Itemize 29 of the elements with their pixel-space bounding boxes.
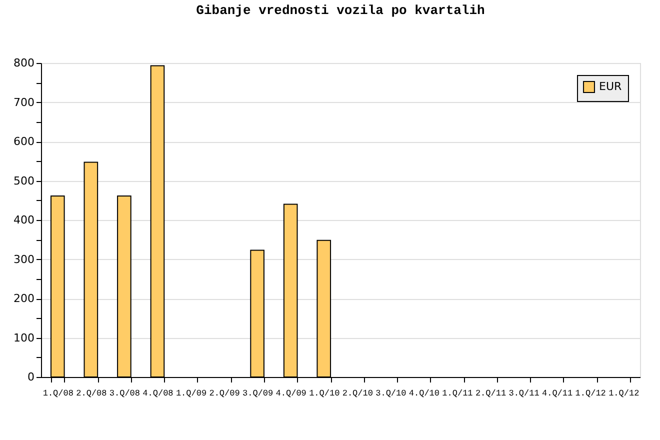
x-tick-label: 1.Q/12 <box>575 388 606 398</box>
x-tick-label: 1.Q/09 <box>176 388 207 398</box>
x-tick-label: 1.Q/12 <box>608 388 640 398</box>
y-tick-label: 600 <box>14 135 34 148</box>
y-tick-label: 800 <box>14 56 34 70</box>
y-tick-label: 700 <box>14 96 34 109</box>
x-tick-label: 4.Q/10 <box>408 388 440 398</box>
x-tick-label: 1.Q/11 <box>442 388 473 398</box>
x-tick-label: 2.Q/11 <box>475 388 506 398</box>
chart-title: Gibanje vrednosti vozila po kvartalih <box>196 3 486 18</box>
y-tick-label: 300 <box>14 252 34 266</box>
legend-label: EUR <box>599 80 622 93</box>
y-tick-label: 400 <box>14 214 34 226</box>
x-tick-label: 2.Q/08 <box>76 388 107 398</box>
y-tick-label: 100 <box>14 331 34 344</box>
y-tick-label: 0 <box>28 370 34 384</box>
x-tick-label: 4.Q/08 <box>142 388 174 398</box>
x-tick-label: 3.Q/09 <box>242 388 274 398</box>
x-tick-label: 4.Q/09 <box>276 388 306 398</box>
x-tick-label: 4.Q/11 <box>542 388 573 398</box>
x-tick-label: 3.Q/08 <box>109 388 140 398</box>
x-tick-label: 3.Q/10 <box>376 388 406 398</box>
x-tick-label: 2.Q/09 <box>209 388 240 398</box>
x-tick-label: 3.Q/11 <box>508 388 540 398</box>
y-tick-label: 200 <box>14 292 34 305</box>
x-tick-label: 1.Q/08 <box>42 388 74 398</box>
x-tick-label: 2.Q/10 <box>342 388 373 398</box>
y-tick-label: 500 <box>14 174 34 188</box>
x-tick-label: 1.Q/10 <box>309 388 340 398</box>
